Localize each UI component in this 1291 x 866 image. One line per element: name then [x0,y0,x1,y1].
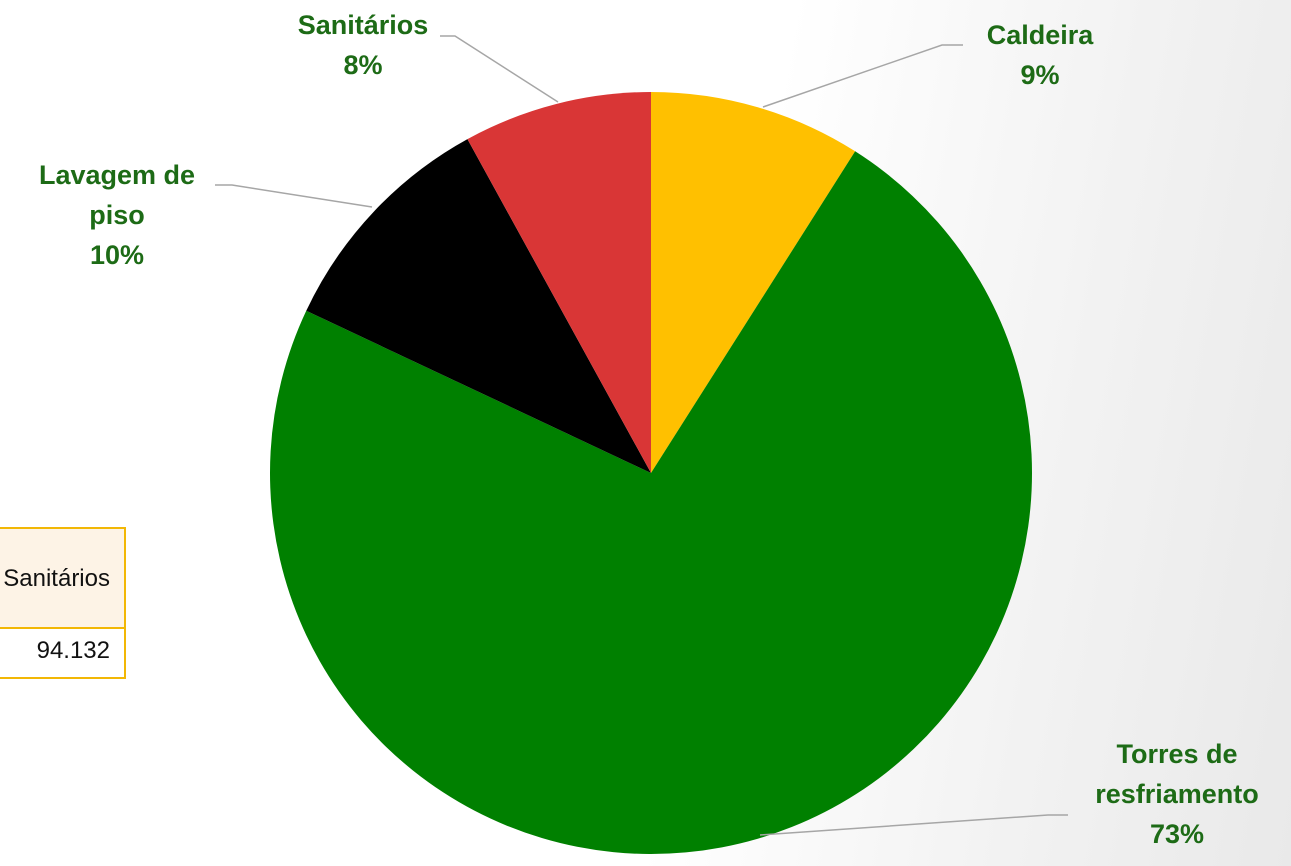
data-label: Torres de resfriamento 73% [1095,739,1259,849]
data-table-fragment: Sanitários 94.132 [0,527,126,679]
pie-slices [270,92,1033,854]
data-label: Sanitários 8% [298,10,429,80]
slice-labels: Caldeira 9% Torres de resfriamento 73% Lavage… [39,10,1259,849]
pie-slice-torres-de-resfriamento [270,151,1033,854]
pie-slice-sanit-rios [467,92,651,473]
table-value-cell: 94.132 [36,637,110,664]
pie-slice-lavagem-de-piso [306,139,651,473]
data-label: Caldeira 9% [987,20,1095,90]
table-header-cell: Sanitários [3,565,110,592]
leader-line [762,44,963,108]
leader-lines [215,35,1068,836]
table-header-row: Sanitários [0,529,124,629]
pie-slice-caldeira [651,92,856,473]
leader-line [759,814,1068,836]
leader-line [215,184,373,208]
data-label: Lavagem de piso 10% [39,160,195,270]
leader-line [440,35,559,103]
